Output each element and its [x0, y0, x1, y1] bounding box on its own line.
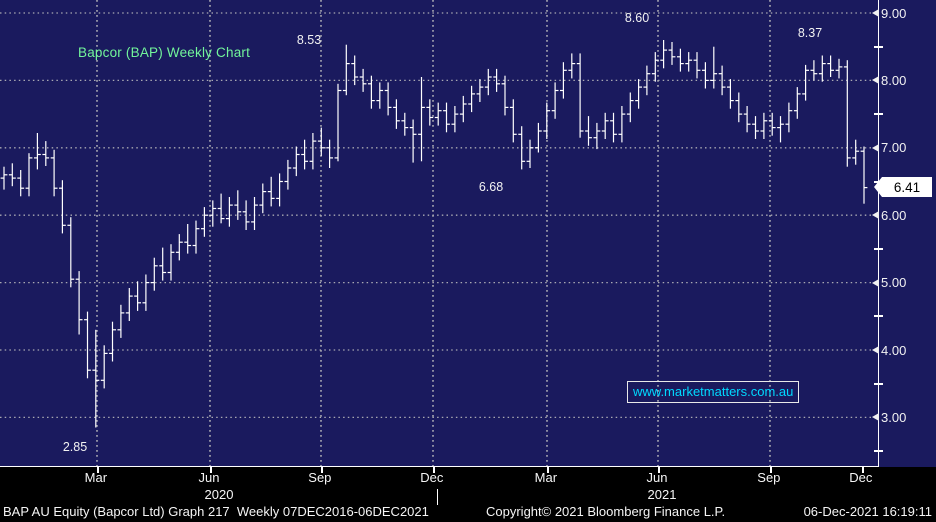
x-axis-label: Dec: [420, 470, 444, 485]
price-annotation: 8.60: [624, 11, 650, 25]
last-price-notch: [874, 177, 882, 197]
axis-arrow-icon: [872, 211, 879, 220]
y-axis-minor-tick: [874, 113, 883, 116]
x-axis-label: Jun: [198, 470, 220, 485]
x-axis-label: Mar: [534, 470, 558, 485]
year-label: 2020: [204, 487, 234, 502]
chart-plot-area[interactable]: Bapcor (BAP) Weekly Chart 8.53 8.60 8.37 6.…: [0, 0, 936, 467]
x-axis-tick: [321, 467, 323, 473]
year-label: 2021: [647, 487, 677, 502]
axis-arrow-icon: [872, 346, 879, 354]
x-axis-label: Mar: [84, 470, 108, 485]
x-axis-tick: [433, 467, 435, 473]
axis-arrow-icon: [872, 413, 879, 422]
watermark-link[interactable]: www.marketmatters.com.au: [627, 381, 800, 403]
y-axis-label: 6.00: [872, 206, 906, 224]
security-description: BAP AU Equity (Bapcor Ltd) Graph 217 Wee…: [3, 504, 429, 519]
watermark-text: www.marketmatters.com.au: [633, 384, 794, 399]
y-axis-minor-tick: [874, 450, 883, 453]
x-axis-label: Sep: [757, 470, 781, 485]
year-separator: [437, 489, 438, 505]
x-axis-tick: [210, 467, 212, 473]
timestamp: 06-Dec-2021 16:19:11: [803, 504, 932, 519]
x-axis-label: Dec: [849, 470, 873, 485]
y-axis-minor-tick: [874, 315, 883, 318]
y-axis-label: 7.00: [872, 139, 906, 157]
price-annotation: 8.37: [797, 26, 823, 40]
y-axis-minor-tick: [874, 247, 883, 250]
axis-arrow-icon: [872, 76, 879, 85]
price-axis-line: [878, 0, 879, 467]
price-annotation: 6.68: [478, 180, 504, 194]
axis-arrow-icon: [872, 278, 879, 287]
chart-title: Bapcor (BAP) Weekly Chart: [78, 45, 251, 60]
x-axis-label: Jun: [646, 470, 668, 485]
x-axis-tick: [862, 467, 864, 473]
axis-arrow-icon: [872, 9, 879, 17]
y-axis-minor-tick: [874, 382, 883, 385]
x-axis-tick: [97, 467, 99, 473]
x-axis-tick: [658, 467, 660, 473]
price-annotation: 2.85: [62, 440, 88, 454]
x-axis-label: Sep: [308, 470, 332, 485]
last-price-box: 6.41: [882, 177, 932, 197]
axis-arrow-icon: [872, 143, 879, 152]
y-axis-label: 5.00: [872, 274, 906, 292]
copyright-notice: Copyright© 2021 Bloomberg Finance L.P.: [486, 504, 726, 519]
y-axis-minor-tick: [874, 45, 883, 48]
status-bar: BAP AU Equity (Bapcor Ltd) Graph 217 Wee…: [0, 504, 936, 522]
last-price-value: 6.41: [893, 179, 921, 195]
y-axis-label: 9.00: [872, 4, 906, 22]
price-annotation: 8.53: [296, 33, 322, 47]
y-axis-label: 8.00: [872, 71, 906, 89]
y-axis-label: 4.00: [872, 341, 906, 359]
y-axis-label: 3.00: [872, 408, 906, 426]
ohlc-chart-canvas: [0, 0, 878, 466]
x-axis-tick: [547, 467, 549, 473]
x-axis-tick: [770, 467, 772, 473]
date-axis-line: [0, 466, 879, 467]
date-axis-and-footer: Mar Jun Sep Dec Mar Jun Sep Dec 2020 2021 BAP AU …: [0, 467, 936, 522]
